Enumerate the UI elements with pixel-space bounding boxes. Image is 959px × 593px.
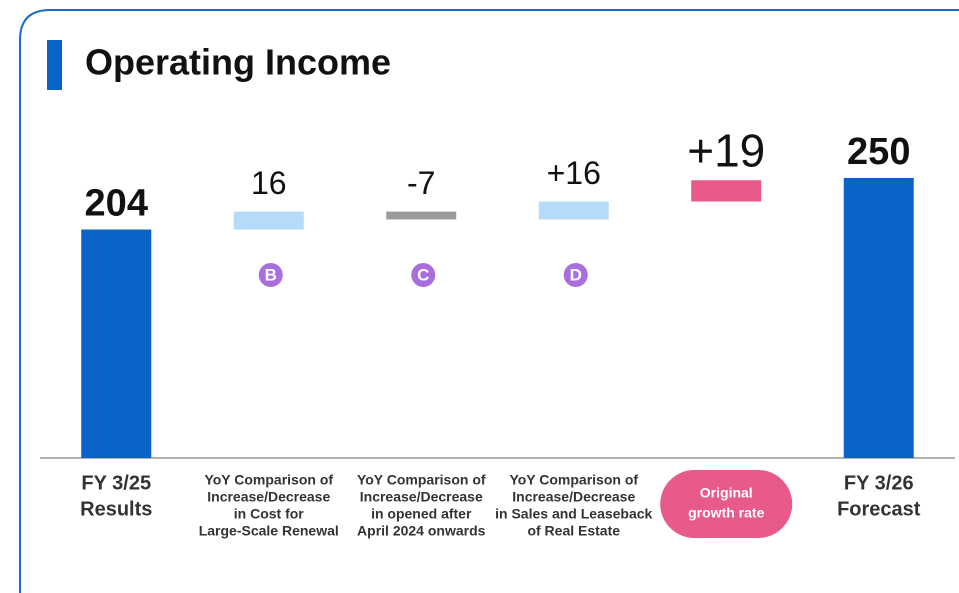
marker-circle bbox=[258, 263, 283, 287]
value-label: +19 bbox=[687, 124, 765, 176]
value-label: 204 bbox=[85, 183, 148, 225]
x-tick-label: of Real Estate bbox=[527, 523, 620, 539]
x-tick-label: Increase/Decrease bbox=[360, 489, 483, 505]
x-tick-label: in opened after bbox=[371, 506, 472, 522]
x-tick-label: YoY Comparison of bbox=[509, 472, 638, 488]
x-tick-label: FY 3/25 bbox=[81, 472, 151, 494]
x-tick-label: Results bbox=[80, 498, 152, 520]
x-tick-label: Increase/Decrease bbox=[512, 489, 635, 505]
bar bbox=[843, 178, 914, 458]
marker-label: C bbox=[417, 265, 429, 284]
x-tick-label: in Cost for bbox=[234, 506, 305, 522]
x-tick-label: YoY Comparison of bbox=[204, 472, 333, 488]
x-tick-label: growth rate bbox=[688, 505, 764, 521]
x-tick-label: Forecast bbox=[837, 498, 921, 520]
x-tick-label: April 2024 onwards bbox=[357, 523, 486, 539]
title-accent bbox=[47, 40, 62, 90]
bar bbox=[81, 229, 152, 458]
bar bbox=[538, 201, 609, 220]
value-label: -7 bbox=[407, 165, 435, 201]
marker-label: D bbox=[570, 265, 582, 284]
x-tick-label: Large-Scale Renewal bbox=[199, 523, 339, 539]
marker-circle bbox=[563, 263, 588, 287]
marker-circle bbox=[411, 263, 436, 287]
value-label: +16 bbox=[547, 155, 601, 191]
x-tick-label: Original bbox=[700, 485, 753, 501]
category-pill bbox=[660, 470, 793, 538]
bar bbox=[386, 211, 457, 220]
x-tick-label: Increase/Decrease bbox=[207, 489, 330, 505]
x-tick-label: in Sales and Leaseback bbox=[495, 506, 652, 522]
title: Operating Income bbox=[85, 42, 391, 83]
bar bbox=[691, 180, 762, 202]
frame bbox=[19, 9, 959, 593]
bar bbox=[233, 211, 304, 230]
x-tick-label: FY 3/26 bbox=[844, 472, 914, 494]
x-tick-label: YoY Comparison of bbox=[357, 472, 486, 488]
value-label: 250 bbox=[847, 131, 910, 173]
value-label: 16 bbox=[251, 165, 287, 201]
marker-label: B bbox=[265, 265, 277, 284]
